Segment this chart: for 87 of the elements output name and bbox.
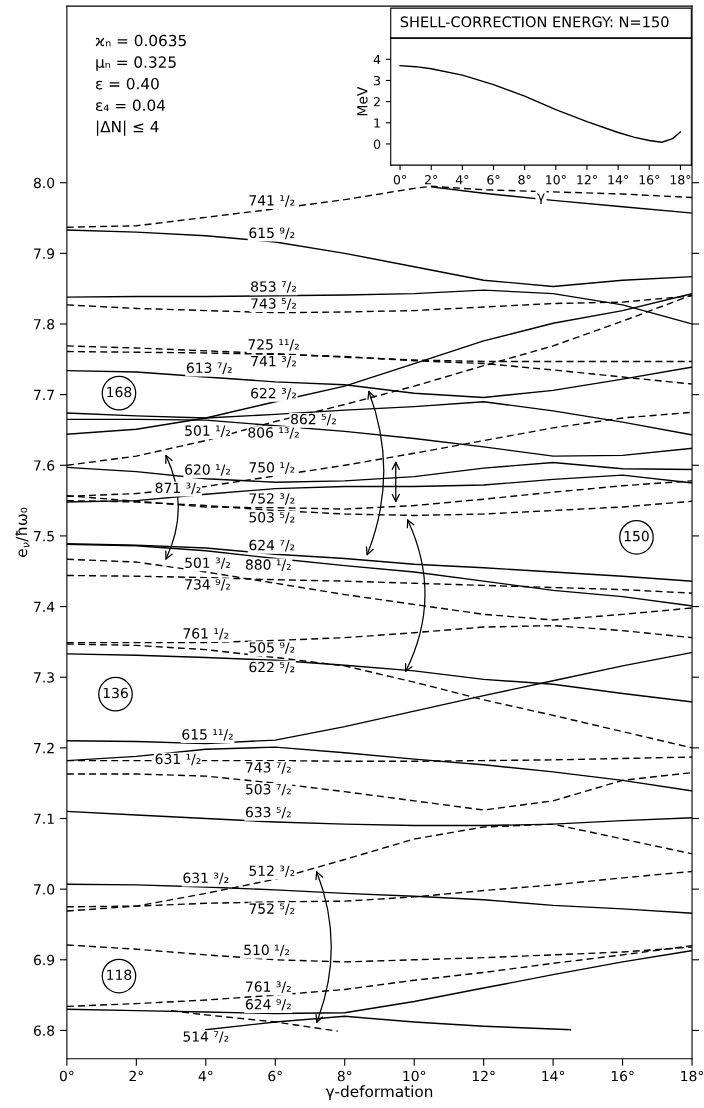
x-tick-label: 8° <box>337 1070 352 1082</box>
x-tick-label: 12° <box>577 175 597 185</box>
y-tick-label: 7.2 <box>34 742 54 754</box>
annotation: 734 ⁹/₂ <box>185 579 231 591</box>
annotation: 725 ¹¹/₂ <box>248 339 299 351</box>
y-axis-title: MeV <box>357 86 368 116</box>
annotation: 631 ³/₂ <box>183 872 229 885</box>
annotation: 505 ⁹/₂ <box>249 642 295 654</box>
annotation: 806 ¹³/₂ <box>248 427 299 439</box>
y-tick-label: 7.3 <box>34 672 54 683</box>
y-tick-label: 7.4 <box>34 601 55 612</box>
y-tick-label: 7.5 <box>34 531 54 542</box>
x-tick-label: 18° <box>670 175 691 185</box>
annotation: 741 ³/₂ <box>251 355 297 368</box>
annotation: 512 ³/₂ <box>249 865 295 878</box>
annotation: ε = 0.40 <box>96 77 159 90</box>
x-tick-label: 16° <box>611 1070 634 1082</box>
annotation: 761 ¹/₂ <box>183 628 229 640</box>
y-tick-label: 6.9 <box>33 954 55 966</box>
annotation: 633 ⁵/₂ <box>245 806 291 819</box>
y-tick-label: 4 <box>373 54 381 65</box>
x-tick-label: 2° <box>425 175 438 185</box>
y-tick-label: 7.8 <box>34 318 55 330</box>
annotation: 622 ³/₂ <box>251 387 297 400</box>
annotation: 622 ⁵/₂ <box>249 661 295 674</box>
annotation: 613 ⁷/₂ <box>186 362 232 375</box>
annotation: 615 ⁹/₂ <box>249 227 295 240</box>
annotation: 853 ⁷/₂ <box>251 281 297 293</box>
annotation: 624 ⁹/₂ <box>245 999 291 1011</box>
annotation: 752 ³/₂ <box>249 493 295 505</box>
x-tick-label: 18° <box>681 1070 704 1082</box>
x-tick-label: 6° <box>487 175 500 185</box>
annotation: 510 ¹/₂ <box>244 944 290 957</box>
annotation: 862 ⁵/₂ <box>291 413 336 426</box>
annotation: 743 ⁷/₂ <box>246 762 291 774</box>
annotation: ε₄ = 0.04 <box>96 99 166 112</box>
y-tick-label: 3 <box>374 75 380 86</box>
x-tick-label: 16° <box>639 175 660 185</box>
x-tick-label: 12° <box>472 1070 495 1082</box>
annotation: μₙ = 0.325 <box>96 56 176 71</box>
x-tick-label: 4° <box>198 1070 213 1082</box>
annotation: 871 ³/₂ <box>155 482 201 495</box>
annotation: 741 ¹/₂ <box>249 195 295 207</box>
chart-title: SHELL-CORRECTION ENERGY: N=150 <box>400 16 669 28</box>
annotation: 168 <box>107 386 132 398</box>
x-tick-label: 2° <box>129 1070 143 1082</box>
annotation: 750 ¹/₂ <box>249 462 295 474</box>
annotation: |ΔN| ≤ 4 <box>96 120 159 136</box>
y-tick-label: 8.0 <box>33 177 55 189</box>
annotation: 620 ¹/₂ <box>185 464 231 476</box>
y-tick-label: 6.8 <box>33 1025 55 1036</box>
annotation: 514 ⁷/₂ <box>183 1031 229 1043</box>
y-tick-label: 0 <box>373 139 381 149</box>
x-tick-label: 0° <box>393 175 406 185</box>
annotation: 150 <box>624 530 649 542</box>
annotation: 118 <box>107 969 132 981</box>
x-tick-label: 10° <box>403 1070 426 1082</box>
annotation: 136 <box>103 687 128 699</box>
annotation: 743 ⁵/₂ <box>251 298 297 310</box>
x-tick-label: 6° <box>268 1070 282 1082</box>
y-tick-label: 7.9 <box>34 248 55 259</box>
x-axis-title: γ <box>537 193 545 204</box>
x-tick-label: 8° <box>518 175 531 185</box>
y-tick-label: 7.0 <box>34 884 55 895</box>
x-tick-label: 4° <box>455 175 469 185</box>
annotation: 761 ³/₂ <box>246 981 291 993</box>
annotation: 624 ⁷/₂ <box>249 539 295 552</box>
annotation: 501 ³/₂ <box>185 557 231 570</box>
y-tick-label: 1 <box>374 118 380 128</box>
y-tick-label: 7.7 <box>34 389 54 400</box>
x-tick-label: 14° <box>542 1070 565 1082</box>
x-tick-label: 0° <box>59 1070 74 1082</box>
annotation: 631 ¹/₂ <box>155 753 201 766</box>
y-tick-label: 7.6 <box>34 460 55 471</box>
annotation: 501 ¹/₂ <box>185 425 231 437</box>
annotation: 503 ⁷/₂ <box>246 784 291 796</box>
annotation: 615 ¹¹/₂ <box>182 729 233 741</box>
annotation: 880 ¹/₂ <box>245 559 291 571</box>
x-axis-title: γ-deformation <box>325 1085 433 1101</box>
annotation: ϰₙ = 0.0635 <box>95 34 186 47</box>
y-axis-title: e$_{ν}$/ħω₀ <box>15 507 30 557</box>
annotation: 503 ⁵/₂ <box>249 512 295 524</box>
y-tick-label: 2 <box>373 97 380 107</box>
y-tick-label: 7.1 <box>34 813 54 824</box>
x-tick-label: 10° <box>546 175 566 185</box>
x-tick-label: 14° <box>608 175 629 185</box>
annotation: 752 ⁵/₂ <box>249 903 295 915</box>
